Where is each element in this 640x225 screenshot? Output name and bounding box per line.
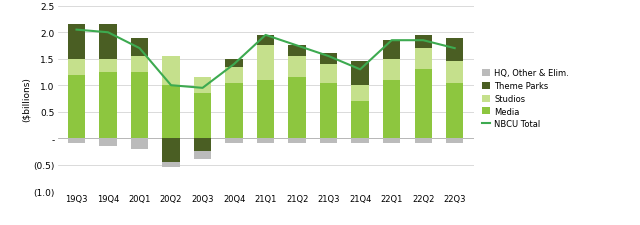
Legend: HQ, Other & Elim., Theme Parks, Studios, Media, NBCU Total: HQ, Other & Elim., Theme Parks, Studios,… (482, 69, 569, 129)
Bar (225, 67, 243, 83)
Bar (446, 62, 463, 83)
Bar (163, 86, 180, 139)
Bar (320, 139, 337, 144)
Bar (131, 57, 148, 73)
Bar (383, 41, 401, 59)
Bar (257, 81, 275, 139)
Bar (163, 57, 180, 86)
Bar (446, 38, 463, 62)
Bar (383, 139, 401, 144)
Bar (257, 36, 275, 46)
Bar (99, 59, 116, 73)
Bar (225, 139, 243, 144)
Bar (99, 73, 116, 139)
Bar (446, 83, 463, 139)
Bar (225, 59, 243, 67)
Bar (99, 25, 116, 59)
Bar (289, 78, 306, 139)
Bar (194, 78, 211, 94)
Bar (99, 139, 116, 146)
Bar (415, 70, 432, 139)
Bar (131, 139, 148, 149)
Bar (225, 83, 243, 139)
Bar (320, 83, 337, 139)
Bar (257, 46, 275, 81)
Bar (415, 36, 432, 49)
Bar (68, 75, 85, 139)
Bar (289, 57, 306, 78)
Bar (257, 139, 275, 144)
Bar (68, 25, 85, 59)
Bar (446, 139, 463, 144)
Bar (68, 59, 85, 75)
Bar (131, 38, 148, 57)
Bar (289, 46, 306, 57)
Bar (383, 59, 401, 81)
Bar (415, 49, 432, 70)
Bar (68, 139, 85, 144)
Bar (415, 139, 432, 144)
Bar (131, 73, 148, 139)
Bar (194, 139, 211, 152)
Bar (351, 86, 369, 102)
Bar (351, 62, 369, 86)
Bar (320, 65, 337, 83)
Bar (194, 94, 211, 139)
Bar (289, 139, 306, 144)
Bar (163, 162, 180, 168)
Bar (351, 102, 369, 139)
Bar (163, 139, 180, 162)
Bar (351, 139, 369, 144)
Bar (383, 81, 401, 139)
Bar (194, 152, 211, 160)
Y-axis label: ($billions): ($billions) (22, 77, 31, 121)
Bar (320, 54, 337, 65)
